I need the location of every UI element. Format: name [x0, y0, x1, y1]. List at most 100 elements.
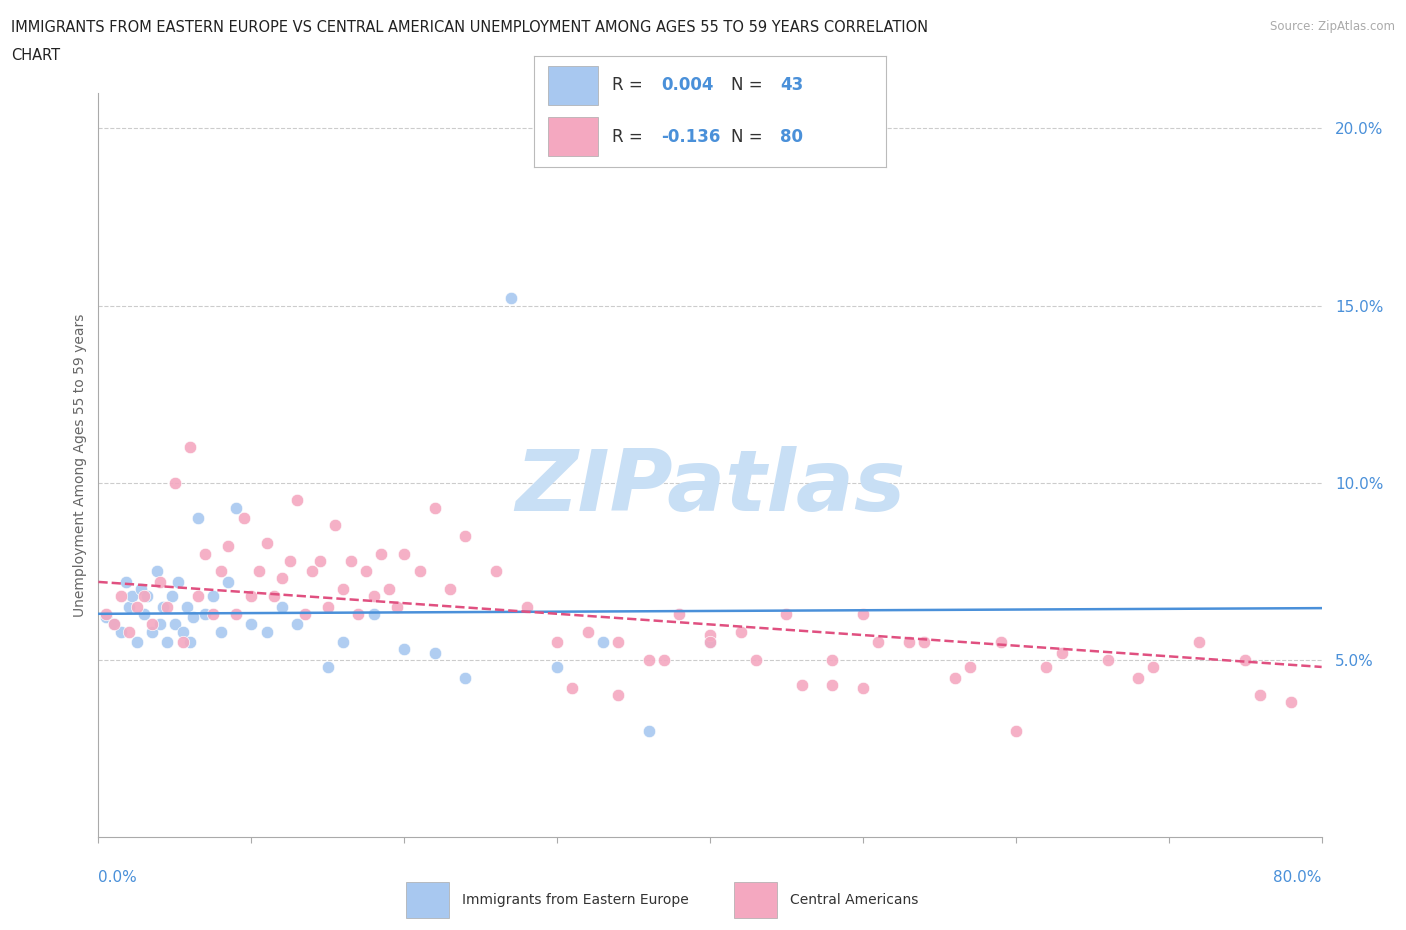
Point [1234, 653, 1257, 668]
Point [121, 589, 143, 604]
Point [408, 564, 430, 578]
Point [110, 624, 132, 639]
Text: Source: ZipAtlas.com: Source: ZipAtlas.com [1270, 20, 1395, 33]
Point [149, 617, 172, 631]
Text: 43: 43 [780, 76, 804, 94]
Point [652, 653, 675, 668]
Text: N =: N = [731, 127, 768, 146]
Point [294, 606, 316, 621]
Point [156, 599, 179, 614]
Point [160, 589, 183, 604]
Bar [548, 117, 598, 156]
Point [217, 575, 239, 590]
Point [1279, 695, 1302, 710]
Point [176, 599, 198, 614]
Point [115, 575, 138, 590]
Point [256, 536, 278, 551]
Point [423, 500, 446, 515]
Point [134, 589, 156, 604]
Bar [734, 882, 778, 918]
Point [699, 634, 721, 649]
Point [172, 634, 194, 649]
Point [309, 553, 332, 568]
Point [1128, 671, 1150, 685]
Point [1004, 724, 1026, 738]
Point [332, 581, 354, 596]
Point [316, 599, 339, 614]
Point [94, 606, 117, 621]
Point [110, 589, 132, 604]
Point [561, 681, 583, 696]
Text: -0.136: -0.136 [661, 127, 720, 146]
Point [125, 599, 148, 614]
Point [454, 671, 477, 685]
Bar [406, 882, 450, 918]
Point [1035, 659, 1057, 674]
Point [263, 589, 285, 604]
Point [332, 634, 354, 649]
Point [423, 645, 446, 660]
Point [370, 546, 392, 561]
Point [392, 642, 416, 657]
Point [247, 564, 270, 578]
Text: R =: R = [612, 127, 648, 146]
Text: ZIPatlas: ZIPatlas [515, 445, 905, 529]
Point [163, 617, 186, 631]
Point [821, 677, 844, 692]
Point [278, 553, 301, 568]
Point [363, 606, 385, 621]
Point [194, 546, 217, 561]
Point [699, 634, 721, 649]
Point [959, 659, 981, 674]
Point [637, 724, 661, 738]
Point [225, 606, 247, 621]
Text: N =: N = [731, 76, 768, 94]
Point [385, 599, 408, 614]
Point [225, 500, 247, 515]
Point [1142, 659, 1164, 674]
Point [118, 624, 141, 639]
Point [897, 634, 920, 649]
Point [943, 671, 966, 685]
Point [546, 659, 568, 674]
Text: CHART: CHART [11, 48, 60, 63]
Point [270, 571, 292, 586]
Point [202, 606, 225, 621]
Point [439, 581, 461, 596]
Point [240, 617, 263, 631]
Point [821, 653, 844, 668]
Point [1188, 634, 1211, 649]
Text: Immigrants from Eastern Europe: Immigrants from Eastern Europe [461, 893, 689, 907]
Point [1249, 688, 1271, 703]
Point [325, 518, 347, 533]
Point [363, 589, 385, 604]
Point [202, 589, 225, 604]
Point [485, 564, 508, 578]
Point [134, 606, 156, 621]
Point [179, 440, 201, 455]
Point [1050, 645, 1073, 660]
Point [745, 653, 768, 668]
Point [668, 606, 690, 621]
Point [576, 624, 599, 639]
Point [179, 634, 201, 649]
Point [852, 606, 875, 621]
Point [187, 511, 209, 525]
Point [103, 617, 125, 631]
Point [270, 599, 292, 614]
Point [141, 624, 163, 639]
Point [285, 493, 308, 508]
Point [232, 511, 254, 525]
Point [301, 564, 323, 578]
Point [868, 634, 890, 649]
Point [285, 617, 308, 631]
Point [912, 634, 935, 649]
Point [347, 606, 370, 621]
Point [546, 634, 568, 649]
Point [378, 581, 401, 596]
Point [194, 606, 217, 621]
Text: 80.0%: 80.0% [1274, 870, 1322, 884]
Text: Central Americans: Central Americans [790, 893, 918, 907]
Point [152, 599, 174, 614]
Point [129, 581, 152, 596]
